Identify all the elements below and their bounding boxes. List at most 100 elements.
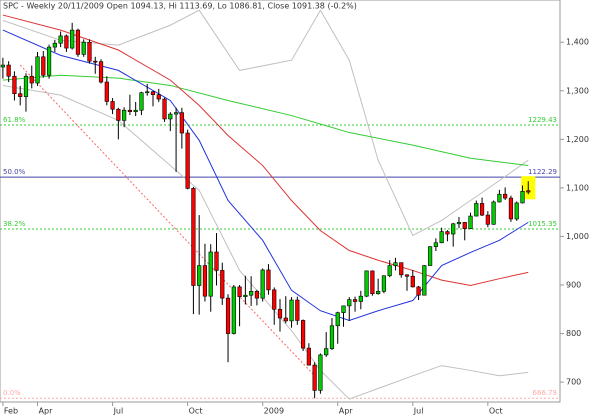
candle-body — [145, 91, 150, 94]
chart-title: SPC - Weekly 20/11/2009 Open 1094.13, Hi… — [3, 2, 357, 11]
candle-body — [116, 108, 121, 121]
candle-body — [468, 215, 473, 229]
candle-body — [387, 265, 392, 277]
candle-body — [156, 94, 161, 100]
fib-value: 1122.29 — [528, 168, 557, 176]
candle-body — [191, 188, 196, 286]
candle-body — [46, 46, 52, 76]
candle-body — [197, 265, 202, 286]
candle-body — [202, 265, 208, 297]
candle-body — [329, 325, 335, 349]
candle-body — [0, 64, 5, 68]
candle-body — [433, 242, 438, 247]
candle-body — [381, 275, 387, 292]
fib-name: 50.0% — [3, 168, 26, 176]
candle-body — [456, 222, 462, 225]
candle-body — [451, 223, 456, 235]
candle-body — [6, 64, 11, 77]
candle-body — [526, 190, 531, 193]
y-tick-label: 1,400 — [566, 38, 589, 47]
candle-body — [41, 56, 46, 76]
candle-body — [428, 246, 433, 266]
candle-body — [410, 275, 415, 288]
candle-body — [122, 109, 127, 121]
candle-body — [254, 291, 260, 299]
fib-value: 1015.35 — [528, 220, 557, 228]
y-tick-label: 1,200 — [566, 135, 589, 144]
candle-body — [283, 317, 288, 322]
candle-body — [127, 109, 132, 112]
candle-body — [358, 295, 363, 302]
candle-body — [289, 299, 294, 322]
candle-body — [491, 201, 496, 225]
candle-body — [352, 299, 358, 302]
y-tick-label: 900 — [566, 280, 581, 289]
candle-body — [29, 75, 34, 84]
candle-body — [272, 289, 277, 310]
candle-body — [93, 60, 98, 63]
candle-body — [503, 193, 508, 199]
overlay-line — [2, 14, 529, 286]
candle-body — [35, 56, 40, 84]
candle-body — [520, 190, 525, 204]
candle-body — [58, 35, 63, 44]
candle-body — [474, 203, 479, 217]
x-tick-label: Apr — [39, 407, 54, 416]
fib-name: 38.2% — [3, 220, 26, 228]
candle-body — [75, 29, 81, 55]
candle-body — [514, 202, 519, 220]
candle-body — [104, 81, 109, 102]
candle-body — [23, 75, 29, 97]
fib-value: 666.79 — [533, 389, 558, 397]
candle-body — [393, 262, 398, 266]
candle-body — [87, 41, 92, 62]
candle-body — [416, 286, 421, 296]
candle-body — [318, 354, 323, 391]
x-tick-label: 2009 — [264, 407, 284, 416]
candle-body — [508, 197, 514, 220]
candle-body — [376, 291, 381, 295]
candle-body — [485, 214, 490, 225]
x-tick-label: Oct — [489, 407, 503, 416]
candle-body — [404, 274, 410, 277]
x-tick-label: Jul — [413, 407, 424, 416]
y-tick-label: 800 — [566, 329, 581, 338]
candle-body — [12, 75, 17, 95]
candle-body — [168, 113, 173, 120]
candle-body — [266, 269, 271, 291]
candle-body — [462, 222, 467, 229]
candle-body — [81, 41, 86, 55]
candle-body — [347, 299, 352, 307]
candle-body — [133, 109, 138, 112]
candle-body — [208, 251, 213, 297]
candle-body — [243, 294, 248, 297]
candle-body — [70, 29, 75, 49]
candle-body — [479, 203, 485, 216]
fib-name: 61.8% — [3, 116, 26, 124]
candle-body — [52, 42, 57, 48]
candle-body — [364, 270, 369, 297]
x-tick-label: Apr — [339, 407, 354, 416]
candle-body — [399, 262, 404, 276]
candle-body — [179, 112, 184, 134]
y-tick-label: 1,300 — [566, 86, 589, 95]
x-tick-label: Oct — [189, 407, 203, 416]
x-tick-label: Feb — [4, 407, 18, 416]
candle-body — [445, 231, 450, 235]
plot-frame — [0, 0, 561, 403]
overlay-line — [2, 9, 529, 237]
candle-body — [162, 98, 167, 120]
candle-body — [173, 112, 179, 115]
candle-body — [231, 286, 236, 334]
candle-body — [497, 193, 502, 203]
candle-body — [422, 265, 427, 296]
candle-body — [220, 270, 225, 299]
candle-body — [260, 269, 265, 299]
candle-body — [295, 299, 300, 321]
trendline — [19, 64, 316, 377]
y-tick-label: 1,100 — [566, 183, 589, 192]
candle-body — [312, 364, 317, 391]
candle-body — [306, 347, 311, 366]
